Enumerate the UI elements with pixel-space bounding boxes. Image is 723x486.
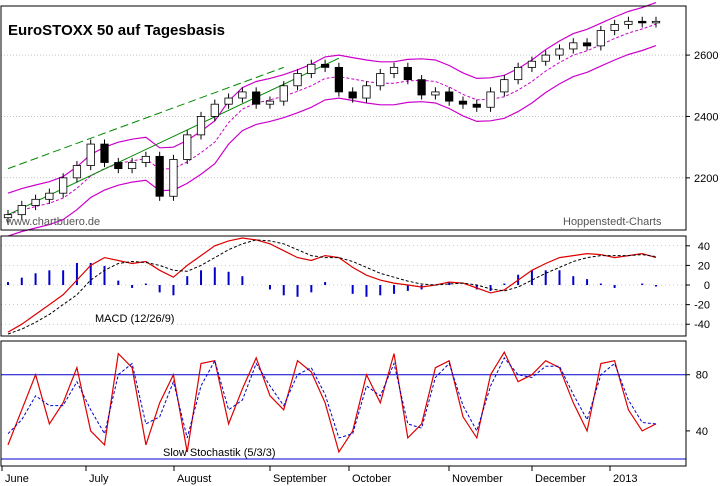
candle-body (196, 116, 206, 136)
price-tick-label: 2400 (694, 111, 718, 123)
candle-body (127, 162, 137, 170)
candle-body (183, 134, 192, 160)
candle-body (348, 91, 357, 99)
candle-body (389, 66, 399, 74)
channel-trendline (7, 66, 284, 170)
candle-body (141, 155, 150, 163)
bollinger-upper-band (7, 2, 657, 194)
candle-body (252, 91, 261, 105)
candle-body (445, 91, 454, 102)
source-annotation: www.chartbuero.de (5, 216, 100, 228)
candle-body (541, 54, 550, 62)
bollinger-lower-band (7, 45, 657, 237)
macd-signal-line (7, 239, 657, 335)
candle-body (265, 100, 275, 105)
x-tick-label: August (177, 473, 211, 485)
x-tick-label: June (5, 473, 29, 485)
candle-body (417, 79, 426, 96)
candle-body (500, 79, 509, 93)
candle-body (224, 97, 233, 105)
candle-body (169, 159, 178, 197)
candle-body (472, 103, 481, 108)
candle-body (458, 100, 468, 105)
macd-histogram (7, 262, 657, 297)
stochastic-axis-ticks: 40 80 (686, 370, 708, 438)
candle-body (403, 66, 412, 81)
candle-body (569, 42, 578, 50)
candle-body (86, 143, 95, 166)
candle-body (376, 73, 385, 87)
macd-panel-frame (0, 235, 687, 337)
macd-tick-label: 0 (704, 280, 710, 292)
candle-body (651, 20, 661, 24)
candle-body (624, 20, 633, 25)
candle-body (431, 91, 440, 96)
candle-body (59, 177, 68, 194)
candle-body (293, 73, 302, 87)
candle-body (362, 85, 371, 99)
price-panel-frame (0, 5, 687, 231)
price-tick-label: 2200 (694, 173, 718, 185)
candle-body (610, 24, 619, 31)
x-axis: June July August September October November De… (1, 465, 686, 485)
price-panel: EuroSTOXX 50 auf Tagesbasis www.chartbue… (0, 2, 718, 237)
candle-body (596, 30, 605, 47)
candle-body (100, 143, 109, 163)
price-gridlines (1, 54, 686, 179)
x-tick-label: September (273, 473, 327, 485)
stochastic-tick-label: 40 (696, 426, 708, 438)
macd-lines (7, 237, 657, 335)
candle-body (3, 214, 13, 219)
macd-tick-label: -20 (694, 300, 710, 312)
candles (3, 16, 661, 223)
candle-body (210, 103, 219, 117)
macd-axis-ticks: -40 -20 0 20 40 (686, 241, 710, 331)
candle-body (238, 91, 247, 99)
candle-body (638, 20, 647, 24)
candle-body (155, 155, 164, 197)
candle-body (307, 63, 316, 74)
stochastic-label: Slow Stochastik (5/3/3) (163, 447, 276, 459)
macd-panel: MACD (12/26/9) -40 -20 0 20 40 (0, 235, 710, 337)
price-chart-title: EuroSTOXX 50 auf Tagesbasis (8, 22, 225, 39)
macd-tick-label: 20 (698, 260, 710, 272)
x-tick-label: November (452, 473, 503, 485)
candle-body (279, 85, 288, 102)
macd-tick-label: 40 (698, 241, 710, 253)
candle-body (527, 60, 537, 68)
stochastic-lines (7, 350, 657, 454)
x-tick-label: December (535, 473, 586, 485)
candle-body (114, 162, 123, 170)
stochastic-k-line (7, 350, 657, 454)
candle-body (486, 91, 495, 108)
macd-tick-label: -40 (694, 319, 710, 331)
price-axis-ticks: 2200 2400 2600 (686, 50, 718, 185)
macd-label: MACD (12/26/9) (95, 313, 174, 325)
x-tick-label: October (352, 473, 391, 485)
candle-body (31, 198, 40, 206)
candle-body (514, 66, 523, 81)
candle-body (334, 66, 344, 93)
candle-body (72, 165, 82, 179)
candle-body (17, 205, 26, 216)
stochastic-tick-label: 80 (696, 370, 708, 382)
candle-body (582, 42, 592, 47)
x-tick-label: July (89, 473, 109, 485)
candle-body (45, 192, 54, 200)
stochastic-d-line (7, 356, 657, 439)
candle-body (555, 48, 564, 56)
macd-line (7, 237, 657, 333)
price-tick-label: 2600 (694, 50, 718, 62)
x-tick-label: 2013 (613, 473, 637, 485)
provider-annotation: Hoppenstedt-Charts (563, 216, 662, 228)
candle-body (320, 63, 330, 68)
